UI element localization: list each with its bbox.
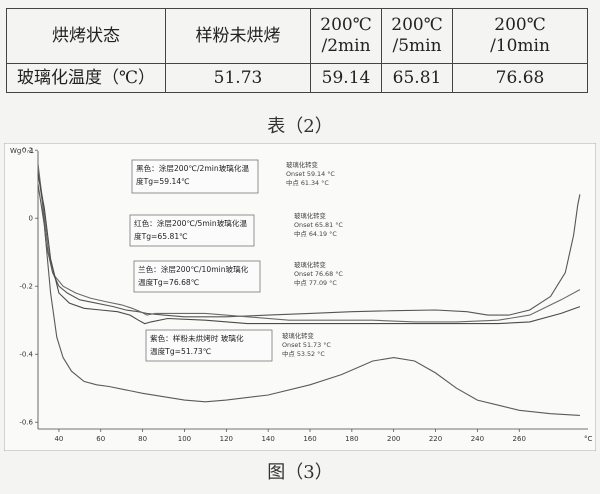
- y-axis-label: Wg^-1: [10, 147, 34, 155]
- value-cell-unbaked: 51.73: [165, 63, 311, 93]
- x-tick-label: 180: [345, 435, 358, 443]
- annotation-line: 温度Tg=51.73℃: [150, 346, 211, 356]
- annotation-side-line: 玻璃化转变: [294, 260, 327, 269]
- y-tick-label: -0.2: [19, 283, 33, 291]
- x-tick-label: 240: [471, 435, 484, 443]
- series-line-4: [37, 184, 580, 416]
- annotation-box-4: [145, 329, 273, 362]
- annotation-side-line: 中点 53.52 °C: [282, 349, 325, 358]
- x-tick-label: 100: [178, 435, 191, 443]
- annotation-line: 度Tg=65.81℃: [134, 231, 188, 241]
- y-tick-label: -0.4: [19, 351, 33, 359]
- dsc-chart-svg: Wg^-1 °C 40 60 80 100 120 140 160 180 200 220 240 260…: [3, 142, 597, 452]
- annotation-line: 黑色：涂层200℃/2min玻璃化温: [136, 163, 249, 173]
- x-tick-label: 140: [261, 435, 274, 443]
- x-tick-label: 160: [303, 435, 316, 443]
- header-cell-unbaked: 样粉未烘烤: [165, 8, 311, 64]
- y-tick-label: 0.2: [22, 147, 33, 155]
- row-label: 玻璃化温度（℃）: [6, 63, 166, 93]
- x-axis-unit: °C: [584, 435, 593, 443]
- value-cell-5min: 65.81: [381, 63, 453, 93]
- value-cell-2min: 59.14: [310, 63, 382, 93]
- annotation-side-line: 玻璃化转变: [282, 331, 315, 340]
- annotation-side-line: Onset 59.14 °C: [286, 170, 335, 178]
- annotation-side-line: 中点 64.19 °C: [294, 229, 337, 238]
- annotation-side-line: 中点 61.34 °C: [286, 178, 329, 187]
- annotation-line: 红色：涂层200℃/5min玻璃化温: [134, 218, 247, 228]
- header-cell-state: 烘烤状态: [6, 8, 166, 64]
- annotation-side-line: 中点 77.09 °C: [294, 278, 337, 287]
- x-tick-label: 220: [429, 435, 442, 443]
- annotation-line: 度Tg=59.14℃: [136, 176, 190, 186]
- x-tick-label: 260: [513, 435, 526, 443]
- series-line-3: [37, 173, 581, 325]
- annotation-box-3: [133, 260, 261, 293]
- header-cell-10min: 200℃ /10min: [452, 8, 588, 64]
- x-tick-label: 200: [387, 435, 400, 443]
- table-caption: 表（2）: [267, 116, 333, 137]
- annotation-side-line: Onset 51.73 °C: [282, 341, 331, 349]
- annotation-side-line: Onset 76.68 °C: [294, 270, 343, 278]
- table-header-row: 烘烤状态 样粉未烘烤 200℃ /2min 200℃ /5min 200℃ /1…: [6, 8, 588, 64]
- x-tick-label: 40: [54, 435, 63, 443]
- chart-series: [37, 163, 581, 416]
- header-cell-5min: 200℃ /5min: [381, 8, 453, 64]
- series-line-2: [37, 163, 581, 323]
- x-tick-label: 60: [96, 435, 105, 443]
- figure-caption: 图（3）: [267, 462, 333, 483]
- dsc-chart: Wg^-1 °C 40 60 80 100 120 140 160 180 200 220 240 260…: [3, 142, 597, 452]
- annotation-line: 温度Tg=76.68℃: [138, 277, 199, 287]
- annotation-side-line: 玻璃化转变: [294, 211, 327, 220]
- value-cell-10min: 76.68: [452, 63, 588, 93]
- y-tick-label: 0: [29, 215, 33, 223]
- x-tick-label: 80: [138, 435, 147, 443]
- header-cell-2min: 200℃ /2min: [310, 8, 382, 64]
- annotation-side-line: Onset 65.81 °C: [294, 221, 343, 229]
- annotation-box-2: [129, 214, 255, 247]
- series-line-1: [37, 170, 581, 318]
- chart-frame: [3, 142, 597, 452]
- annotation-line: 紫色：样粉未烘烤时 玻璃化: [150, 333, 244, 343]
- y-tick-label: -0.6: [19, 419, 33, 427]
- annotation-box-1: [131, 159, 259, 194]
- x-tick-label: 120: [220, 435, 233, 443]
- chart-axes: Wg^-1 °C 40 60 80 100 120 140 160 180 200 220 240 260…: [10, 147, 593, 443]
- annotation-side-line: 玻璃化转变: [286, 160, 319, 169]
- tg-table: 烘烤状态 样粉未烘烤 200℃ /2min 200℃ /5min 200℃ /1…: [6, 8, 588, 93]
- table-value-row: 玻璃化温度（℃） 51.73 59.14 65.81 76.68: [6, 63, 588, 93]
- annotation-line: 兰色：涂层200℃/10min玻璃化: [138, 264, 249, 274]
